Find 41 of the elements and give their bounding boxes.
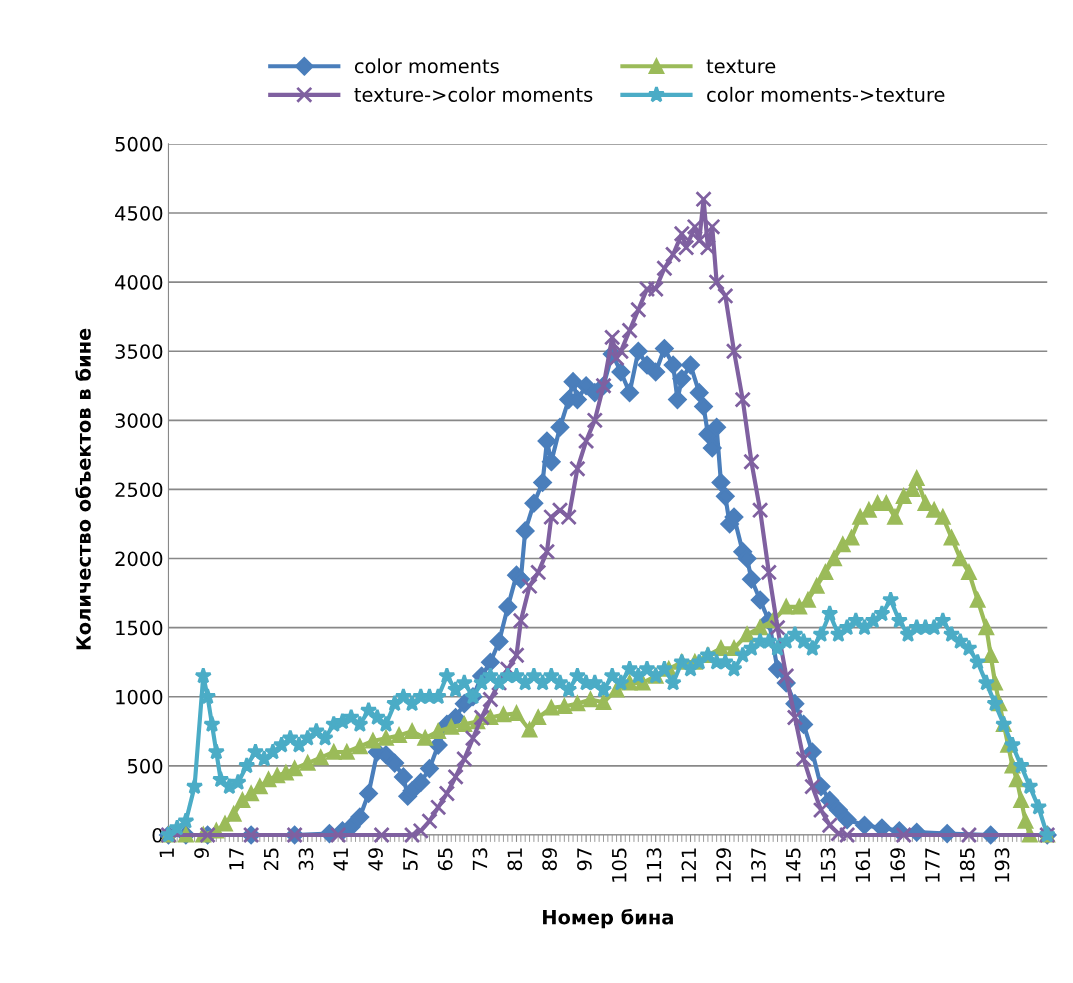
legend-label: color moments->texture [707, 86, 945, 102]
x-tick-label: 33 [298, 848, 314, 871]
x-tick-label: 185 [959, 848, 975, 882]
x-tick-label: 65 [437, 848, 453, 871]
y-tick-label: 500 [127, 758, 163, 774]
x-tick-label: 1 [159, 848, 174, 857]
x-tick-label: 129 [716, 848, 731, 882]
x-tick-label: 193 [994, 848, 1010, 882]
x-tick-label: 161 [855, 848, 871, 882]
x-tick-label: 57 [403, 848, 418, 871]
legend-label: texture [706, 59, 776, 74]
legend-label: texture->color moments [354, 86, 593, 102]
y-tick-label: 2500 [115, 482, 163, 498]
y-axis-title: Количество объектов в бине [75, 328, 91, 650]
x-tick-label: 113 [646, 848, 662, 882]
x-tick-label: 121 [681, 848, 696, 882]
y-tick-label: 4500 [115, 205, 163, 221]
x-tick-label: 41 [333, 848, 348, 871]
y-tick-label: 1000 [116, 689, 163, 705]
x-tick-label: 17 [229, 848, 244, 870]
x-tick-label: 137 [751, 848, 766, 882]
y-tick-label: 3000 [115, 413, 163, 428]
y-tick-label: 1500 [116, 620, 163, 636]
x-tick-label: 105 [611, 848, 627, 882]
y-tick-label: 4000 [115, 275, 163, 290]
x-tick-label: 9 [194, 848, 209, 858]
x-tick-label: 73 [472, 848, 488, 870]
x-tick-label: 97 [577, 848, 592, 871]
x-axis-title: Номер бина [543, 908, 673, 929]
x-tick-label: 153 [820, 848, 836, 882]
y-tick-label: 2000 [115, 551, 163, 567]
x-tick-label: 25 [263, 848, 279, 871]
x-tick-label: 177 [925, 848, 940, 882]
x-tick-label: 49 [368, 848, 383, 871]
x-tick-label: 145 [786, 848, 801, 882]
x-tick-label: 81 [507, 848, 523, 871]
x-tick-label: 89 [542, 848, 557, 871]
y-tick-label: 5000 [115, 136, 163, 152]
x-tick-label: 169 [890, 848, 905, 882]
legend-label: color moments [354, 58, 499, 74]
y-tick-label: 3500 [115, 344, 163, 359]
